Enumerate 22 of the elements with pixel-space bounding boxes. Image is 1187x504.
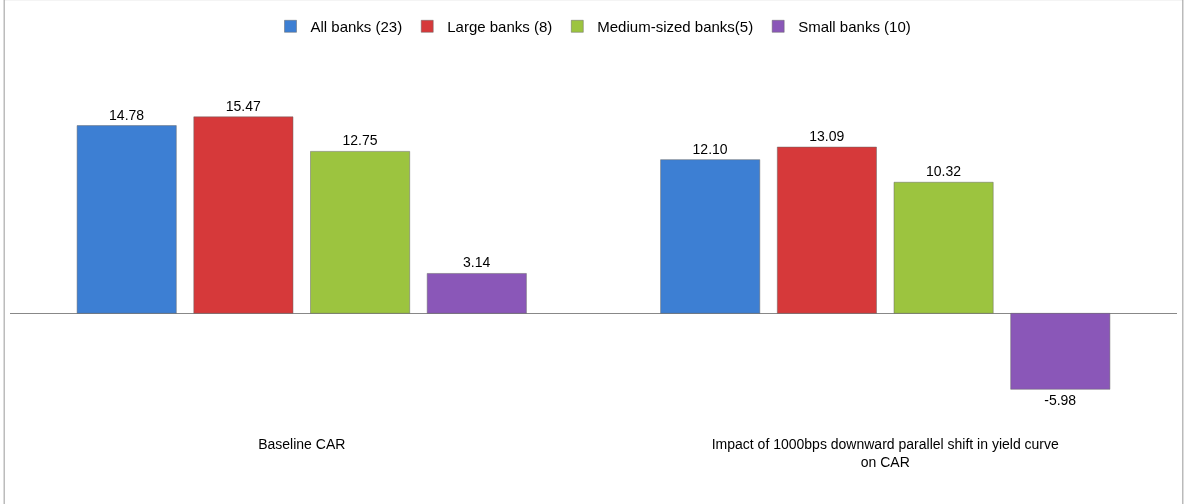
legend-label: Small banks (10) xyxy=(798,18,911,36)
bar xyxy=(193,116,294,314)
bar xyxy=(777,146,877,314)
data-label: 12.75 xyxy=(342,132,378,149)
data-label: -5.98 xyxy=(1044,392,1077,409)
data-label: 12.10 xyxy=(692,140,728,157)
data-label: 15.47 xyxy=(225,97,262,114)
legend-label: Medium-sized banks(5) xyxy=(597,18,754,36)
legend-label: Large banks (8) xyxy=(447,18,553,36)
bar xyxy=(1010,313,1111,390)
bar xyxy=(426,273,527,314)
data-label: 3.14 xyxy=(463,254,491,271)
x-tick-label: Baseline CAR xyxy=(258,436,346,452)
data-label: 14.78 xyxy=(109,106,145,123)
data-label: 13.09 xyxy=(809,128,845,145)
data-label: 10.32 xyxy=(925,163,962,180)
legend-label: All banks (23) xyxy=(310,18,403,36)
bar xyxy=(660,159,761,314)
bar xyxy=(310,151,410,314)
x-tick-label: Impact of 1000bps downward parallel shift in yield curve on CAR xyxy=(711,436,1059,471)
bar xyxy=(893,182,994,314)
bar xyxy=(76,125,177,314)
